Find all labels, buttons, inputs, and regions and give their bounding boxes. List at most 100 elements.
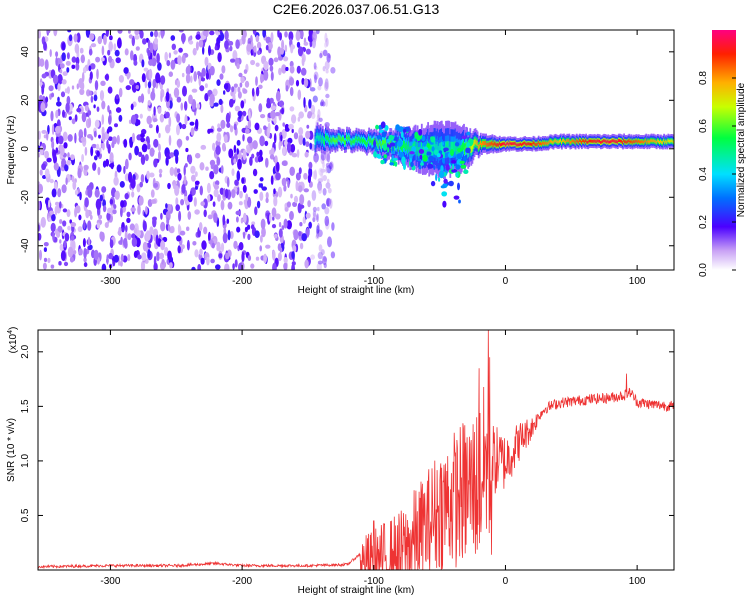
heatmap-cell [93,94,98,102]
heatmap-cell [350,140,353,145]
heatmap-cell [297,46,304,57]
heatmap-cell [443,178,448,184]
heatmap-cell [146,115,152,125]
y-tick-label: -20 [20,190,31,205]
heatmap-cell [137,204,141,215]
heatmap-cell [329,140,332,145]
heatmap-cell [527,142,530,146]
heatmap-cell [94,119,100,128]
heatmap-cell [304,151,309,158]
heatmap-cell [239,190,243,199]
heatmap-cell [616,140,619,144]
heatmap-cell [296,65,301,74]
x-tick-label: 100 [629,576,646,587]
heatmap-cell [524,141,526,145]
heatmap-cell [291,114,297,124]
heatmap-cell [401,156,406,165]
heatmap-cell [45,96,49,103]
heatmap-cell [273,233,278,239]
heatmap-cell [448,141,451,152]
heatmap-cell [377,143,380,149]
heatmap-cell [145,230,151,242]
heatmap-cell [574,141,577,145]
heatmap-cell [585,139,587,142]
heatmap-cell [93,249,99,261]
heatmap-cell [641,140,643,144]
heatmap-cell [50,92,55,98]
heatmap-cell [116,164,122,173]
heatmap-cell [118,87,123,98]
heatmap-cell [315,136,318,142]
heatmap-cell [555,140,558,143]
heatmap-cell [477,144,480,150]
heatmap-cell [443,147,449,152]
heatmap-cell [383,154,388,159]
spectrogram-heatmap [38,30,674,270]
heatmap-cell [113,43,117,52]
heatmap-cell [108,163,115,168]
heatmap-cell [207,194,211,203]
heatmap-cell [93,130,97,138]
heatmap-cell [290,44,294,54]
heatmap-cell [48,199,51,209]
heatmap-cell [259,245,263,252]
heatmap-cell [325,69,329,74]
heatmap-cell [274,124,279,132]
heatmap-cell [193,71,197,82]
heatmap-cell [440,185,446,189]
heatmap-cell [67,134,73,142]
heatmap-cell [229,231,234,239]
heatmap-cell [138,151,143,157]
heatmap-cell [52,149,57,161]
heatmap-cell [204,93,209,102]
heatmap-cell [378,138,381,144]
heatmap-cell [247,233,251,241]
heatmap-cell [214,45,218,51]
heatmap-cell [283,262,288,270]
heatmap-cell [313,62,317,70]
heatmap-cell [299,242,304,250]
heatmap-cell [41,129,47,134]
heatmap-cell [446,141,449,147]
heatmap-cell [215,180,220,186]
heatmap-cell [380,159,385,165]
heatmap-cell [369,138,372,144]
heatmap-cell [164,246,169,256]
heatmap-cell [64,232,70,242]
heatmap-cell [571,139,574,143]
heatmap-cell [418,157,421,161]
heatmap-cell [301,56,305,67]
heatmap-cell [289,65,295,74]
heatmap-cell [265,192,269,199]
heatmap-cell [155,72,161,84]
heatmap-cell [547,142,550,146]
heatmap-cell [329,198,333,209]
heatmap-cell [391,145,394,153]
heatmap-cell [289,210,294,221]
heatmap-cell [51,124,55,135]
heatmap-cell [140,132,145,138]
heatmap-cell [104,74,109,80]
heatmap-cell [251,153,255,159]
heatmap-cell [247,119,252,130]
heatmap-cell [273,133,277,144]
heatmap-cell [324,139,326,145]
x-tick-label: 0 [503,576,509,587]
heatmap-cell [436,153,441,158]
heatmap-cell [483,141,485,146]
heatmap-cell [139,30,144,39]
heatmap-cell [129,223,135,231]
heatmap-cell [226,122,231,128]
heatmap-cell [66,86,70,94]
heatmap-cell [235,210,241,216]
heatmap-cell [168,116,172,128]
heatmap-cell [393,144,396,151]
heatmap-cell [642,140,644,144]
heatmap-cell [153,37,159,45]
heatmap-cell [184,114,188,126]
heatmap-cell [208,128,214,133]
heatmap-cell [542,141,544,145]
heatmap-cell [96,68,99,80]
heatmap-cell [263,125,267,130]
heatmap-cell [655,140,658,144]
